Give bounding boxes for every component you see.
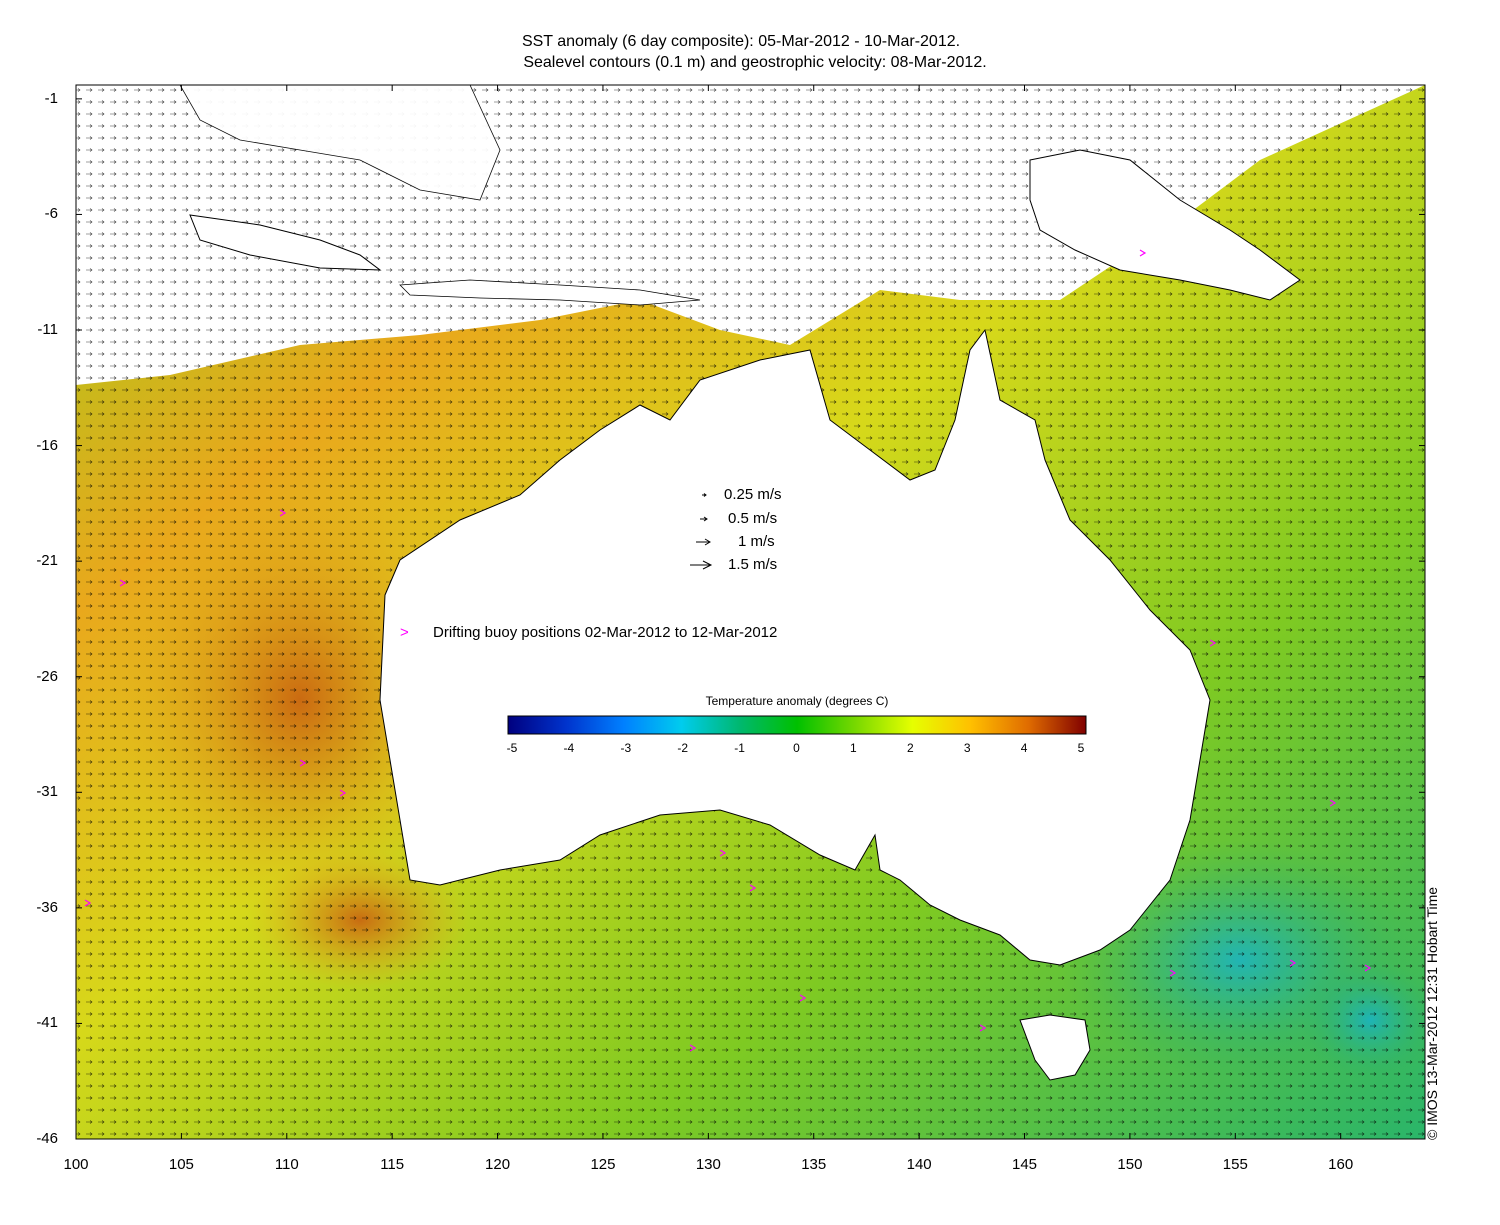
colorbar-tick-label: -4 (563, 741, 575, 755)
indonesia-landmass (189, 214, 382, 271)
axis-tick-marks (75, 85, 1425, 1140)
lesser-sunda-islands (399, 279, 701, 306)
buoy-legend-marker: > (400, 624, 409, 641)
drifting-buoy-markers (84, 249, 1372, 1052)
lon-tick-label: 115 (380, 1156, 405, 1173)
velocity-legend-1: 1 m/s (738, 533, 775, 550)
colorbar-tick-label: -1 (734, 741, 745, 755)
lon-tick-label: 130 (695, 1156, 721, 1173)
lat-tick-label: -21 (36, 552, 58, 570)
new-guinea-landmass (1029, 149, 1301, 301)
lat-tick-label: -41 (36, 1014, 58, 1032)
velocity-legend-025: 0.25 m/s (724, 486, 782, 503)
lat-tick-label: -16 (36, 436, 58, 454)
colorbar-tick-label: -3 (620, 741, 632, 755)
lat-tick-label: -6 (44, 205, 58, 223)
lat-tick-label: -26 (36, 667, 58, 685)
lon-tick-label: 125 (590, 1156, 616, 1173)
imos-credit: © IMOS 13-Mar-2012 12:31 Hobart Time (1424, 886, 1440, 1140)
lon-tick-label: 150 (1117, 1156, 1143, 1173)
colorbar-title: Temperature anomaly (degrees C) (705, 694, 889, 708)
colorbar-tick-label: 5 (1077, 741, 1085, 755)
buoy-legend-label: Drifting buoy positions 02-Mar-2012 to 1… (433, 624, 778, 641)
lat-tick-label: -46 (36, 1130, 58, 1147)
lon-tick-label: 140 (906, 1156, 932, 1173)
lat-tick-label: -11 (37, 321, 58, 338)
lon-tick-label: 100 (63, 1156, 89, 1173)
colorbar-tick-label: 1 (850, 741, 857, 755)
colorbar-tick-label: -5 (506, 741, 518, 755)
velocity-legend-arrows (690, 493, 713, 570)
australia-landmass (379, 328, 1211, 966)
velocity-arrow-1 (696, 538, 711, 546)
colorbar-tick-label: 3 (963, 741, 971, 755)
colorbar-tick-label: 4 (1020, 741, 1028, 755)
colorbar-gradient (507, 715, 1087, 735)
colorbar-tick-label: 0 (793, 741, 800, 755)
lon-tick-label: 110 (274, 1156, 299, 1173)
colorbar-tick-label: 2 (906, 741, 914, 755)
velocity-legend-05: 0.5 m/s (728, 510, 778, 527)
lon-tick-label: 135 (801, 1156, 827, 1173)
lon-tick-label: 160 (1328, 1156, 1354, 1173)
velocity-arrow-05 (700, 516, 708, 522)
lon-tick-label: 120 (485, 1156, 511, 1173)
colorbar-tick-label: -2 (677, 741, 689, 755)
velocity-arrow-15 (690, 560, 713, 570)
map-frame (75, 84, 1426, 1140)
borneo-sulawesi-landmass (179, 85, 501, 201)
lat-tick-label: -1 (44, 89, 58, 107)
lon-tick-label: 155 (1222, 1156, 1248, 1173)
map-title-line-1: SST anomaly (6 day composite): 05-Mar-20… (521, 33, 961, 50)
lon-tick-label: 145 (1012, 1156, 1038, 1173)
velocity-arrow-025 (702, 493, 707, 497)
tasmania-landmass (1019, 1014, 1091, 1081)
velocity-legend-15: 1.5 m/s (728, 556, 778, 573)
map-title-line-2: Sealevel contours (0.1 m) and geostrophi… (523, 54, 987, 71)
lon-tick-label: 105 (168, 1156, 194, 1173)
lat-tick-label: -36 (36, 898, 58, 916)
lat-tick-label: -31 (36, 783, 58, 801)
